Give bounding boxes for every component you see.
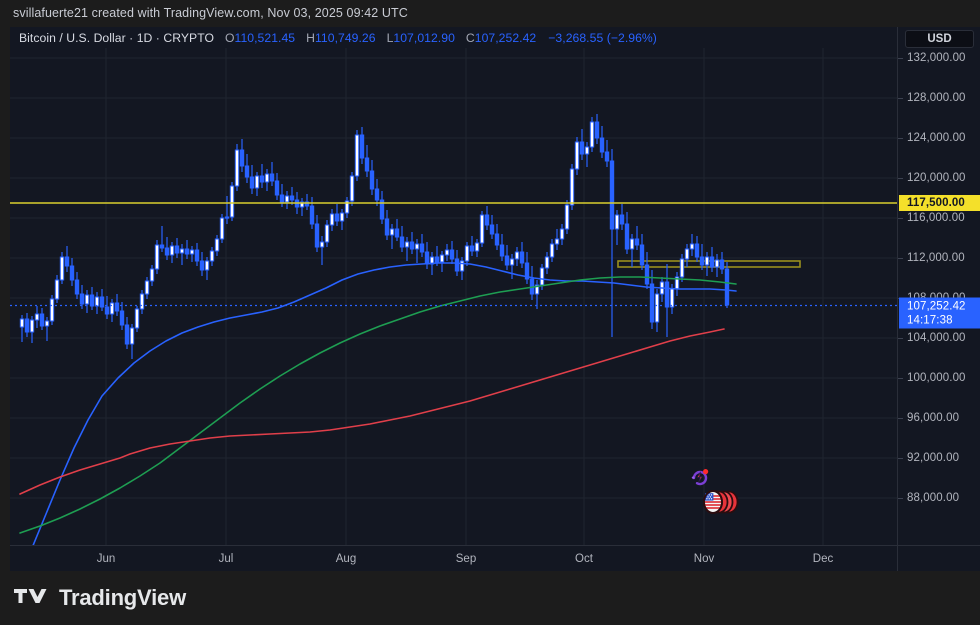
resistance-price-tag[interactable]: 117,500.00 [899,195,980,211]
time-tick: Aug [335,553,357,565]
price-tick: 96,000.00 [897,412,960,424]
price-tick: 112,000.00 [898,252,965,264]
high-label: H [306,30,315,45]
open-value: 110,521.45 [234,30,296,45]
time-tick: Oct [575,553,593,565]
last-price-value: 107,252.42 [907,300,966,313]
price-tick: 88,000.00 [897,492,960,504]
open-label: O [225,30,235,45]
axis-corner [897,545,980,571]
price-tick: 104,000.00 [898,332,966,344]
last-price-tag[interactable]: 107,252.42 14:17:38 [899,297,980,329]
price-tick: 128,000.00 [898,92,966,104]
time-axis[interactable]: Jun Jul Aug Sep Oct Nov Dec [10,545,897,571]
ohlc-open: O110,521.45 [225,31,295,45]
ohlc-low: L107,012.90 [387,31,455,45]
symbol-title[interactable]: Bitcoin / U.S. Dollar · 1D · CRYPTO [19,30,214,45]
price-tick: 116,000.00 [898,212,965,224]
chart-legend: Bitcoin / U.S. Dollar · 1D · CRYPTO O110… [10,27,897,49]
close-label: C [465,30,475,45]
time-tick: Nov [693,553,715,565]
price-tick: 124,000.00 [898,132,966,144]
price-tick: 92,000.00 [897,452,960,464]
low-label: L [386,30,394,45]
close-value: 107,252.42 [474,30,537,45]
price-tick: 132,000.00 [898,52,966,64]
high-value: 110,749.26 [314,30,376,45]
candlestick-chart [10,48,897,545]
chart-plot-area[interactable] [10,48,897,545]
footer-bar: TradingView [0,571,980,625]
price-tick: 120,000.00 [898,172,966,184]
price-axis[interactable]: USD 132,000.00 128,000.00 124,000.00 120,00… [897,27,980,545]
lightning-swirl-emoji[interactable] [687,465,713,496]
attribution-bar: svillafuerte21 created with TradingView.… [0,0,980,26]
low-value: 107,012.90 [393,30,455,45]
usa-coins-emoji[interactable] [699,488,743,521]
ohlc-close: C107,252.42 [466,31,536,45]
currency-badge[interactable]: USD [905,30,974,48]
attribution-text: svillafuerte21 created with TradingView.… [13,6,408,20]
time-tick: Dec [812,553,834,565]
tradingview-logo[interactable]: TradingView [0,585,186,611]
tradingview-wordmark: TradingView [59,585,186,610]
change-value: −3,268.55 (−2.96%) [548,30,657,45]
last-price-countdown: 14:17:38 [907,314,953,327]
time-tick: Sep [455,553,477,565]
tradingview-mark-icon [14,589,47,603]
time-tick: Jun [96,553,116,565]
ohlc-high: H110,749.26 [306,31,375,45]
time-tick: Jul [218,553,234,565]
price-tick: 100,000.00 [898,372,966,384]
